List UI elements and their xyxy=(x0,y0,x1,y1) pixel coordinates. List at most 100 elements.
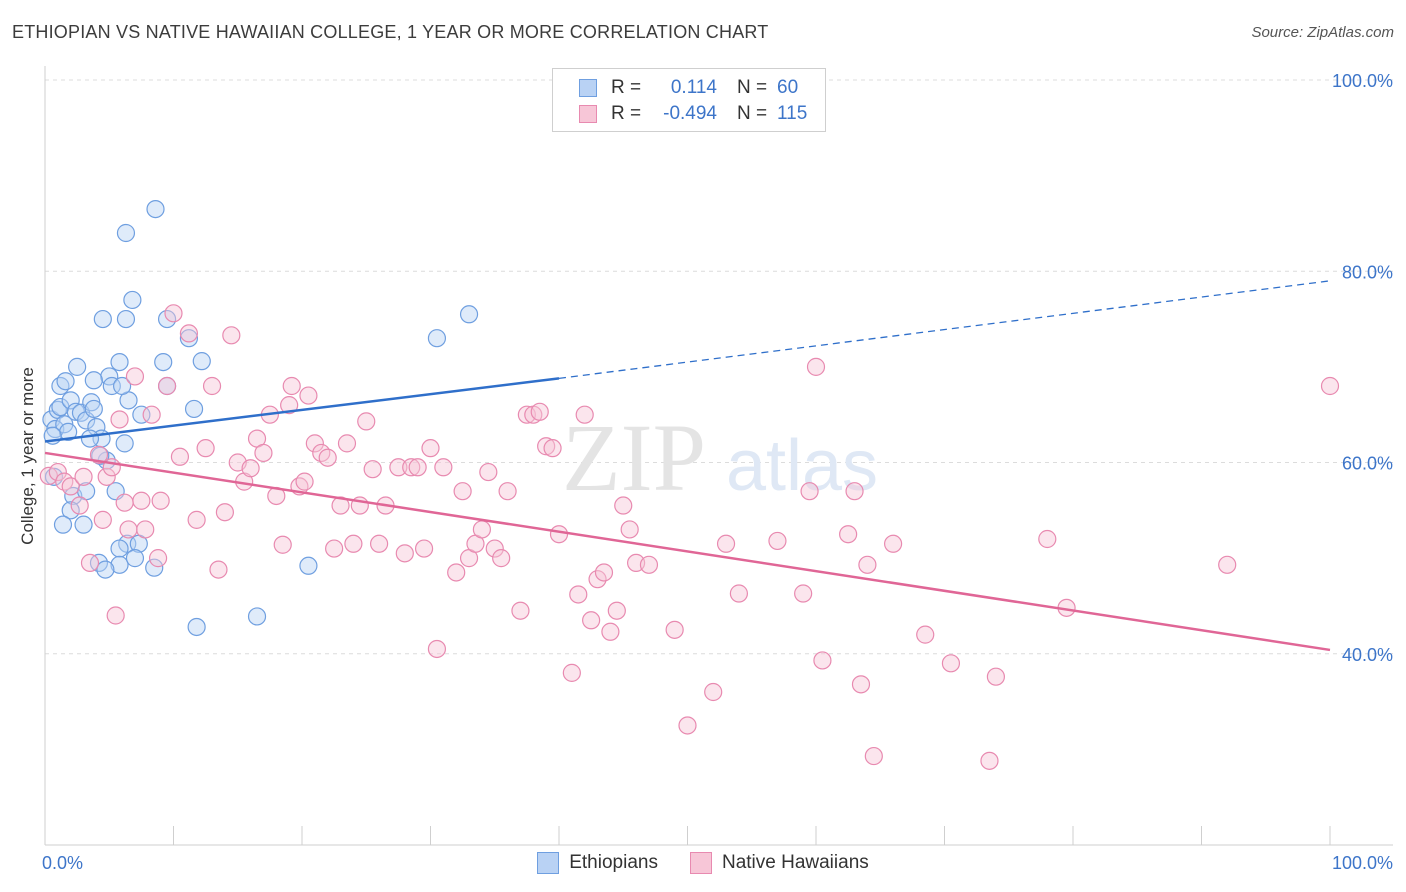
ethiopian-point xyxy=(56,372,75,391)
trend-lines xyxy=(44,280,1331,652)
ethiopians-points xyxy=(42,199,479,637)
native-hawaiian-point xyxy=(498,482,517,501)
watermark-atlas: atlas xyxy=(726,426,878,506)
legend-r-label: R = xyxy=(611,103,642,124)
ethiopian-point xyxy=(61,501,80,520)
native-hawaiian-point xyxy=(344,534,363,553)
native-hawaiian-point xyxy=(530,402,549,421)
legend-n-label: N = xyxy=(737,103,768,124)
legend-row-ethiopians: R = 0.114 N = 60 xyxy=(579,77,798,99)
native-hawaiian-point xyxy=(202,376,222,396)
legend-r-value: -0.494 xyxy=(663,103,717,124)
x-tick-label: 0.0% xyxy=(42,853,83,873)
ethiopian-point xyxy=(112,376,132,396)
native-hawaiian-point xyxy=(70,496,89,515)
native-hawaiian-point xyxy=(537,437,556,456)
native-hawaiian-point xyxy=(280,396,299,415)
y-tick-label: 40.0% xyxy=(1342,645,1393,665)
ethiopian-point xyxy=(146,199,165,219)
native-hawaiian-point xyxy=(196,439,215,458)
legend-r-label: R = xyxy=(611,77,642,98)
native-hawaiian-point xyxy=(93,510,112,529)
ethiopian-point xyxy=(184,399,204,419)
legend-row-native-hawaiians: R = -0.494 N = 115 xyxy=(579,103,807,125)
native-hawaiian-point xyxy=(282,376,301,396)
native-hawaiian-point xyxy=(620,520,639,539)
native-hawaiian-point xyxy=(864,746,883,766)
native-hawaiian-point xyxy=(883,534,903,553)
ethiopian-point xyxy=(68,357,87,376)
native-hawaiian-point xyxy=(607,601,626,620)
ethiopian-point xyxy=(116,223,136,243)
native-hawaiian-point xyxy=(575,405,594,424)
native-hawaiian-point xyxy=(549,525,569,544)
native-hawaiian-point xyxy=(299,386,318,405)
native-hawaiian-point xyxy=(569,585,588,604)
native-hawaiian-point xyxy=(222,326,241,345)
legend-swatch-ethiopians xyxy=(579,79,597,97)
native-hawaiian-point xyxy=(941,654,961,673)
ethiopian-point xyxy=(179,329,199,348)
native-hawaiian-point xyxy=(704,682,723,702)
legend-n-value: 115 xyxy=(777,103,808,124)
native-hawaiian-point xyxy=(325,539,344,558)
ethiopians-trend-extension xyxy=(558,280,1331,379)
native-hawaiian-point xyxy=(594,563,614,582)
native-hawaiian-point xyxy=(434,458,453,477)
native-hawaiian-point xyxy=(858,555,877,574)
native-hawaiian-point xyxy=(800,482,819,501)
native-hawaiian-point xyxy=(363,460,382,479)
native-hawaiian-point xyxy=(157,376,177,396)
native-hawaiian-point xyxy=(582,611,601,630)
ethiopian-point xyxy=(59,422,78,441)
native-hawaiian-point xyxy=(472,520,491,539)
native-hawaiian-point xyxy=(119,520,138,539)
ethiopian-point xyxy=(84,371,103,390)
legend-item-ethiopians[interactable]: Ethiopians xyxy=(537,852,658,874)
native-hawaiian-point xyxy=(447,563,466,582)
native-hawaiian-point xyxy=(337,434,357,453)
native-hawaiian-point xyxy=(453,482,472,501)
ethiopian-point xyxy=(247,607,267,626)
native-hawaiian-point xyxy=(562,663,581,682)
ethiopian-point xyxy=(74,515,93,534)
native-hawaiian-point xyxy=(916,625,935,644)
native-hawaiians-trend-line xyxy=(44,451,1331,652)
native-hawaiian-point xyxy=(132,491,151,510)
native-hawaiian-point xyxy=(179,324,199,343)
legend-item-native-hawaiians[interactable]: Native Hawaiians xyxy=(689,852,869,874)
native-hawaiian-point xyxy=(601,622,620,641)
ethiopian-point xyxy=(110,539,129,558)
native-hawaiian-point xyxy=(110,410,129,429)
native-hawaiian-point xyxy=(485,539,504,558)
tick-labels: 100.0% 80.0% 60.0% 40.0% 0.0% 100.0% xyxy=(42,71,1393,873)
native-hawaiian-point xyxy=(164,304,183,323)
ethiopian-point xyxy=(154,352,173,372)
native-hawaiian-point xyxy=(305,434,324,453)
native-hawaiian-point xyxy=(543,439,562,458)
native-hawaiian-point xyxy=(414,539,434,558)
ethiopian-point xyxy=(123,290,142,310)
ethiopian-point xyxy=(299,556,318,575)
native-hawaiian-point xyxy=(1320,376,1340,396)
native-hawaiians-points xyxy=(39,304,1340,770)
native-hawaiian-point xyxy=(74,467,93,486)
native-hawaiian-point xyxy=(357,412,376,431)
native-hawaiian-point xyxy=(115,493,134,512)
ethiopian-point xyxy=(80,429,100,448)
watermark: ZIP atlas xyxy=(562,404,878,511)
native-hawaiian-point xyxy=(408,458,427,477)
legend-n-value: 60 xyxy=(777,77,799,98)
native-hawaiian-point xyxy=(851,675,871,694)
native-hawaiian-point xyxy=(151,491,170,510)
native-hawaiian-point xyxy=(125,367,145,386)
native-hawaiian-point xyxy=(639,555,659,574)
native-hawaiian-point xyxy=(80,553,100,573)
ethiopian-point xyxy=(145,558,164,577)
y-tick-label: 100.0% xyxy=(1332,71,1393,91)
native-hawaiian-point xyxy=(209,560,228,579)
native-hawaiian-point xyxy=(187,510,206,529)
native-hawaiian-point xyxy=(1038,529,1057,549)
native-hawaiian-point xyxy=(97,467,116,486)
